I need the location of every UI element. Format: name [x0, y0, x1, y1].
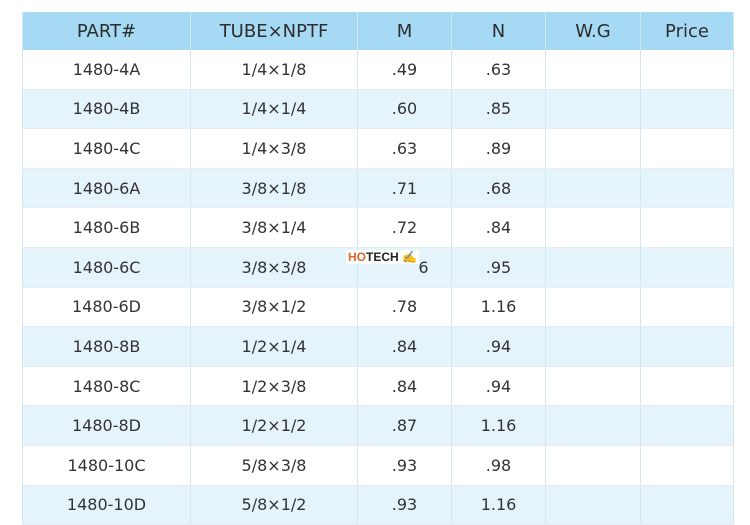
cell-wg — [545, 405, 641, 446]
cell-n: .68 — [451, 168, 546, 209]
cell-part: 1480-10D — [22, 485, 191, 525]
cell-part: 1480-4A — [22, 50, 191, 90]
cell-m: .84 — [357, 366, 452, 407]
cell-wg — [545, 50, 641, 90]
table-row: 1480-8D 1/2×1/2.87 1.16 — [22, 405, 734, 446]
cell-part: 1480-6D — [22, 287, 191, 328]
cell-n: .84 — [451, 207, 546, 248]
cell-wg — [545, 326, 641, 367]
table-row: 1480-4C 1/4×3/8.63.89 — [22, 128, 734, 169]
hotech-watermark: HOTECH ✍ — [346, 250, 419, 264]
cell-price — [640, 287, 734, 328]
cell-tube-nptf: 1/2×1/2 — [190, 405, 358, 446]
cell-m: .87 — [357, 405, 452, 446]
cell-m: .84 — [357, 326, 452, 367]
cell-n: .98 — [451, 445, 546, 486]
cell-price — [640, 50, 734, 90]
watermark-tech: TECH — [366, 250, 399, 264]
cell-wg — [545, 89, 641, 130]
cell-m: .63 — [357, 128, 452, 169]
cell-price — [640, 207, 734, 248]
cell-wg — [545, 207, 641, 248]
header-n: N — [451, 12, 546, 50]
cell-tube-nptf: 1/4×3/8 — [190, 128, 358, 169]
table-row: 1480-10C 5/8×3/8.93.98 — [22, 445, 734, 486]
cell-n: .94 — [451, 366, 546, 407]
cell-m: .60 — [357, 89, 452, 130]
table-row: 1480-8C 1/2×3/8.84.94 — [22, 366, 734, 407]
cell-wg — [545, 247, 641, 288]
parts-table: PART# TUBE×NPTF M N W.G Price 1480-4A 1/4×1/8.… — [22, 12, 734, 525]
cell-tube-nptf: 3/8×1/2 — [190, 287, 358, 328]
header-tube-nptf: TUBE×NPTF — [190, 12, 358, 50]
cell-tube-nptf: 1/2×3/8 — [190, 366, 358, 407]
table-row: 1480-4A 1/4×1/8.49.63 — [22, 50, 734, 90]
cell-tube-nptf: 1/4×1/8 — [190, 50, 358, 90]
cell-wg — [545, 168, 641, 209]
cell-part: 1480-8C — [22, 366, 191, 407]
cell-m: .78 — [357, 287, 452, 328]
cell-part: 1480-6A — [22, 168, 191, 209]
cell-n: 1.16 — [451, 405, 546, 446]
cell-m: .93 — [357, 445, 452, 486]
cell-n: .63 — [451, 50, 546, 90]
cell-price — [640, 89, 734, 130]
cell-tube-nptf: 3/8×1/4 — [190, 207, 358, 248]
cell-part: 1480-4B — [22, 89, 191, 130]
cell-part: 1480-8B — [22, 326, 191, 367]
cell-m: .93 — [357, 485, 452, 525]
cell-m: .72 — [357, 207, 452, 248]
cell-tube-nptf: 1/2×1/4 — [190, 326, 358, 367]
cell-price — [640, 168, 734, 209]
cell-price — [640, 366, 734, 407]
cell-n: 1.16 — [451, 287, 546, 328]
table-row: 1480-4B 1/4×1/4.60.85 — [22, 89, 734, 130]
header-m: M — [357, 12, 452, 50]
cell-price — [640, 128, 734, 169]
cell-price — [640, 326, 734, 367]
cell-n: .95 — [451, 247, 546, 288]
cell-price — [640, 405, 734, 446]
table-row: 1480-10D 5/8×1/2.93 1.16 — [22, 485, 734, 525]
table-row: 1480-6B 3/8×1/4.72.84 — [22, 207, 734, 248]
cell-tube-nptf: 3/8×3/8 — [190, 247, 358, 288]
cell-n: 1.16 — [451, 485, 546, 525]
cell-n: .94 — [451, 326, 546, 367]
cell-price — [640, 485, 734, 525]
header-wg: W.G — [545, 12, 641, 50]
cell-wg — [545, 485, 641, 525]
cell-wg — [545, 287, 641, 328]
cell-part: 1480-8D — [22, 405, 191, 446]
cell-tube-nptf: 5/8×1/2 — [190, 485, 358, 525]
cell-wg — [545, 366, 641, 407]
cell-part: 1480-6C — [22, 247, 191, 288]
cell-n: .85 — [451, 89, 546, 130]
cell-m: .71 — [357, 168, 452, 209]
cell-tube-nptf: 5/8×3/8 — [190, 445, 358, 486]
cell-m: .49 — [357, 50, 452, 90]
cell-part: 1480-6B — [22, 207, 191, 248]
cell-part: 1480-10C — [22, 445, 191, 486]
cell-part: 1480-4C — [22, 128, 191, 169]
header-part: PART# — [22, 12, 191, 50]
table-row: 1480-6C 3/8×3/8 6.95 — [22, 247, 734, 288]
cell-n: .89 — [451, 128, 546, 169]
cell-wg — [545, 445, 641, 486]
cell-price — [640, 445, 734, 486]
table-row: 1480-6D 3/8×1/2.78 1.16 — [22, 287, 734, 328]
cell-tube-nptf: 3/8×1/8 — [190, 168, 358, 209]
cell-tube-nptf: 1/4×1/4 — [190, 89, 358, 130]
header-row: PART# TUBE×NPTF M N W.G Price — [22, 12, 734, 50]
cell-wg — [545, 128, 641, 169]
cell-price — [640, 247, 734, 288]
table-row: 1480-8B 1/2×1/4.84.94 — [22, 326, 734, 367]
header-price: Price — [640, 12, 734, 50]
table-row: 1480-6A 3/8×1/8.71.68 — [22, 168, 734, 209]
watermark-ho: HO — [348, 250, 366, 264]
